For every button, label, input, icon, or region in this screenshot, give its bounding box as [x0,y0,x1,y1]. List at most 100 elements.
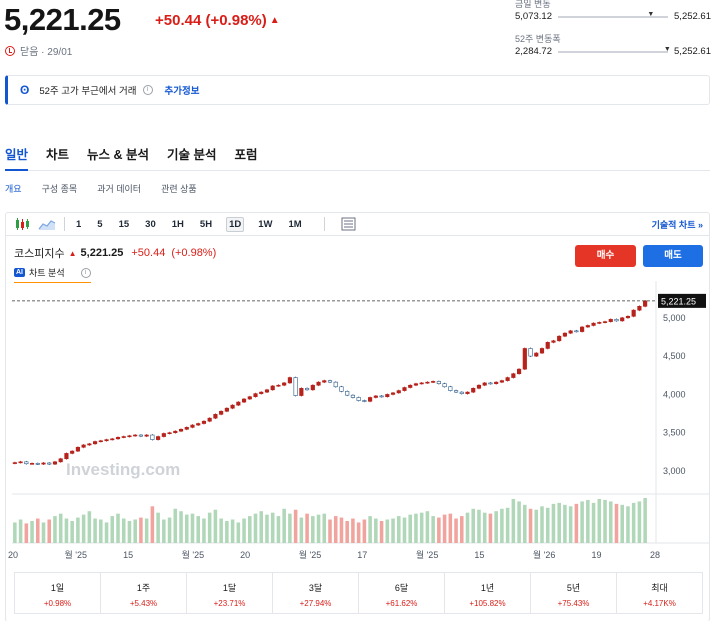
volume-bar [528,508,533,543]
subtab-overview[interactable]: 개요 [5,184,22,194]
perf-cell[interactable]: 3달 +27.94% [273,573,359,613]
volume-bar [110,516,115,543]
candle [448,386,453,391]
perf-period: 6달 [394,583,409,593]
candle [41,462,46,465]
candle [184,427,189,430]
candle [219,410,224,415]
candle [608,319,613,322]
chart-analysis-toggle[interactable]: AI 차트 분석 i [14,266,91,283]
perf-period: 3달 [308,583,323,593]
candle [150,434,155,440]
area-chart-icon[interactable] [38,217,56,231]
volume-bar [24,523,29,543]
perf-cell[interactable]: 1일 +0.98% [15,573,101,613]
volume-bar [402,517,407,543]
perf-cell[interactable]: 6달 +61.62% [359,573,445,613]
candle [557,335,562,342]
candle [230,404,235,409]
legend-percent: (+0.98%) [171,247,217,259]
tab-forum[interactable]: 포럼 [234,148,258,162]
tab-chart[interactable]: 차트 [46,148,70,162]
interval-1h[interactable]: 1H [171,218,184,230]
volume-bar [196,516,200,543]
perf-value: +27.94% [299,599,332,608]
perf-value: +4.17K% [643,599,676,608]
volume-bar [70,520,74,543]
more-info-link[interactable]: 추가정보 [164,86,200,97]
perf-period: 1년 [480,583,495,593]
candle [625,315,631,319]
interval-30m[interactable]: 30 [145,218,156,230]
volume-bar [58,513,63,543]
perf-cell[interactable]: 최대 +4.17K% [617,573,702,613]
up-arrow-icon: ▲ [68,248,77,258]
candle [64,453,69,460]
x-tick-label: 15 [474,550,484,560]
volume-bar [41,522,46,543]
subtab-historical-data[interactable]: 과거 데이터 [97,184,142,194]
volume-bar [477,509,481,543]
perf-cell[interactable]: 1주 +5.43% [101,573,187,613]
info-icon[interactable]: i [142,85,153,95]
volume-bar [391,518,395,543]
candle [476,384,482,389]
candle [253,393,258,398]
indicator-table-icon[interactable] [341,217,359,231]
candle [161,433,166,437]
tab-general[interactable]: 일반 [5,143,29,171]
candle [29,463,35,465]
volume-bar [454,518,458,543]
candle [247,396,252,400]
price-chart[interactable]: 3,000 3,500 4,000 4,500 5,000 Investing.com 5,… [6,213,709,568]
interval-5m[interactable]: 5 [97,218,103,230]
candle [534,352,539,357]
perf-cell[interactable]: 5년 +75.43% [531,573,617,613]
candle [402,387,407,391]
sell-button[interactable]: 매도 [643,245,703,267]
x-tick-label: 월 '25 [416,549,439,560]
candle [339,386,344,392]
candle [287,377,292,384]
toolbar-divider [64,217,65,231]
interval-1mo[interactable]: 1M [288,218,302,230]
volume-bar [511,498,516,543]
tab-technical-analysis[interactable]: 기술 분석 [167,148,217,162]
volume-bar [597,498,602,543]
x-tick-label: 20 [8,550,18,560]
volume-bar [626,506,630,543]
candle [591,322,596,326]
volume-bar [637,501,642,543]
perf-value: +5.43% [129,599,158,608]
interval-1w[interactable]: 1W [258,218,273,230]
candle [562,332,567,337]
volume-bar [356,522,361,543]
volume-bar [471,508,476,543]
sub-tabs: 개요 구성 종목 과거 데이터 관련 상품 [5,182,197,195]
candle [47,462,52,465]
candle [70,450,75,454]
candle [270,385,275,391]
interval-1d[interactable]: 1D [226,216,245,232]
subtab-related-products[interactable]: 관련 상품 [161,184,197,194]
info-icon[interactable]: i [80,267,91,278]
perf-value: +75.43% [557,599,590,608]
tab-news-analysis[interactable]: 뉴스 & 분석 [87,148,150,162]
volume-bar [517,501,521,543]
technical-chart-link[interactable]: 기술적 차트 » [651,219,703,230]
perf-cell[interactable]: 1달 +23.71% [187,573,273,613]
buy-button[interactable]: 매수 [575,245,636,267]
interval-1m[interactable]: 1 [76,218,82,230]
candle [505,377,510,381]
candlestick-icon[interactable] [13,217,31,231]
day-range-high: 5,252.61 [674,11,711,22]
candle [201,420,207,424]
candle [620,317,625,322]
candle [18,461,23,464]
perf-cell[interactable]: 1년 +105.82% [445,573,531,613]
subtab-components[interactable]: 구성 종목 [41,184,78,194]
candle [408,384,413,388]
interval-15m[interactable]: 15 [118,218,130,230]
interval-5h[interactable]: 5H [199,218,213,230]
candle [345,391,350,396]
